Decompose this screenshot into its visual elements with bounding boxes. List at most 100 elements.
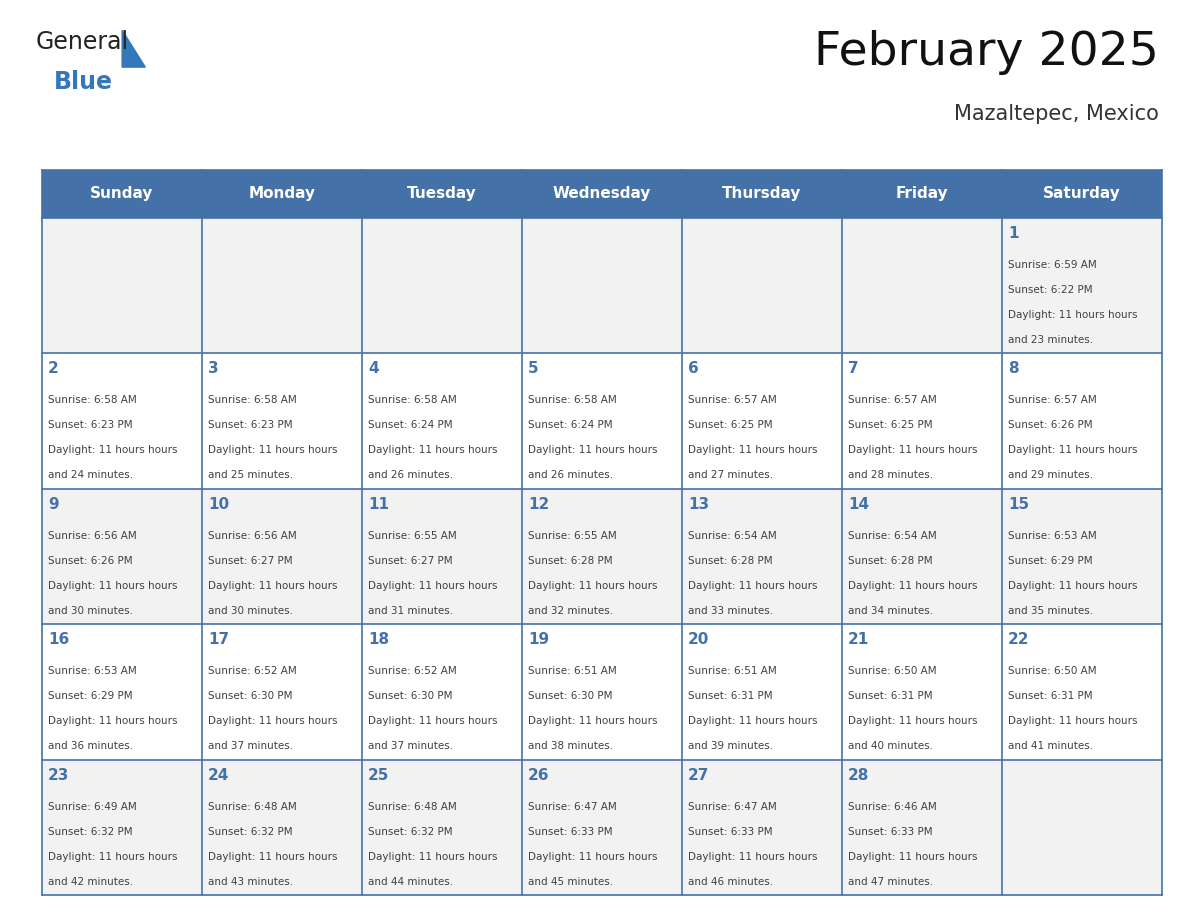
Text: and 35 minutes.: and 35 minutes. — [1009, 606, 1093, 616]
Text: Daylight: 11 hours hours: Daylight: 11 hours hours — [848, 716, 978, 726]
Text: and 25 minutes.: and 25 minutes. — [208, 470, 293, 480]
Text: 7: 7 — [848, 361, 859, 376]
Bar — [842, 218, 1001, 353]
Text: 26: 26 — [529, 767, 550, 783]
Text: Sunrise: 6:57 AM: Sunrise: 6:57 AM — [688, 395, 777, 405]
Bar — [202, 488, 361, 624]
Bar — [682, 218, 842, 353]
Text: Thursday: Thursday — [722, 186, 802, 201]
Text: 1: 1 — [1009, 226, 1019, 241]
Text: Daylight: 11 hours hours: Daylight: 11 hours hours — [529, 581, 658, 590]
Text: and 29 minutes.: and 29 minutes. — [1009, 470, 1093, 480]
Text: and 41 minutes.: and 41 minutes. — [1009, 741, 1093, 751]
Bar — [682, 488, 842, 624]
Text: Sunrise: 6:46 AM: Sunrise: 6:46 AM — [848, 801, 937, 812]
Text: Sunset: 6:30 PM: Sunset: 6:30 PM — [529, 691, 613, 701]
Text: 8: 8 — [1009, 361, 1019, 376]
Text: Daylight: 11 hours hours: Daylight: 11 hours hours — [208, 445, 337, 455]
Text: and 33 minutes.: and 33 minutes. — [688, 606, 773, 616]
Text: Sunrise: 6:49 AM: Sunrise: 6:49 AM — [48, 801, 137, 812]
Text: 3: 3 — [208, 361, 219, 376]
Text: Sunset: 6:22 PM: Sunset: 6:22 PM — [1009, 285, 1093, 295]
Text: Daylight: 11 hours hours: Daylight: 11 hours hours — [368, 852, 498, 862]
Text: Sunrise: 6:59 AM: Sunrise: 6:59 AM — [1009, 260, 1097, 270]
Text: Daylight: 11 hours hours: Daylight: 11 hours hours — [848, 445, 978, 455]
Bar — [1001, 170, 1162, 218]
Bar — [682, 759, 842, 895]
Text: Sunset: 6:31 PM: Sunset: 6:31 PM — [688, 691, 772, 701]
Text: Saturday: Saturday — [1043, 186, 1120, 201]
Bar — [42, 488, 202, 624]
Bar — [842, 353, 1001, 488]
Text: Sunset: 6:28 PM: Sunset: 6:28 PM — [529, 555, 613, 565]
Text: Daylight: 11 hours hours: Daylight: 11 hours hours — [1009, 716, 1138, 726]
Text: Sunset: 6:32 PM: Sunset: 6:32 PM — [208, 826, 292, 836]
Text: Sunrise: 6:52 AM: Sunrise: 6:52 AM — [208, 666, 297, 676]
Text: Daylight: 11 hours hours: Daylight: 11 hours hours — [48, 581, 177, 590]
Text: and 34 minutes.: and 34 minutes. — [848, 606, 934, 616]
Text: Daylight: 11 hours hours: Daylight: 11 hours hours — [688, 445, 817, 455]
Text: Daylight: 11 hours hours: Daylight: 11 hours hours — [208, 716, 337, 726]
Text: 15: 15 — [1009, 497, 1029, 511]
Text: Sunset: 6:26 PM: Sunset: 6:26 PM — [48, 555, 133, 565]
Text: and 45 minutes.: and 45 minutes. — [529, 877, 613, 887]
Bar — [1001, 488, 1162, 624]
Text: 25: 25 — [368, 767, 390, 783]
Text: Mazaltepec, Mexico: Mazaltepec, Mexico — [954, 104, 1158, 124]
Text: Friday: Friday — [896, 186, 948, 201]
Bar — [522, 624, 682, 759]
Text: Daylight: 11 hours hours: Daylight: 11 hours hours — [48, 445, 177, 455]
Text: Daylight: 11 hours hours: Daylight: 11 hours hours — [368, 716, 498, 726]
Text: Sunrise: 6:52 AM: Sunrise: 6:52 AM — [368, 666, 457, 676]
Text: Sunrise: 6:54 AM: Sunrise: 6:54 AM — [848, 531, 937, 541]
Bar — [361, 353, 522, 488]
Text: and 37 minutes.: and 37 minutes. — [368, 741, 453, 751]
Text: and 43 minutes.: and 43 minutes. — [208, 877, 293, 887]
Text: Sunset: 6:31 PM: Sunset: 6:31 PM — [848, 691, 933, 701]
Bar — [682, 624, 842, 759]
Text: Sunrise: 6:55 AM: Sunrise: 6:55 AM — [529, 531, 617, 541]
Text: Sunrise: 6:48 AM: Sunrise: 6:48 AM — [208, 801, 297, 812]
Text: 23: 23 — [48, 767, 69, 783]
Text: Sunrise: 6:53 AM: Sunrise: 6:53 AM — [1009, 531, 1097, 541]
Text: and 39 minutes.: and 39 minutes. — [688, 741, 773, 751]
Text: and 46 minutes.: and 46 minutes. — [688, 877, 773, 887]
Text: Daylight: 11 hours hours: Daylight: 11 hours hours — [688, 716, 817, 726]
Text: Sunset: 6:23 PM: Sunset: 6:23 PM — [208, 420, 292, 431]
Text: 19: 19 — [529, 633, 549, 647]
Bar — [42, 624, 202, 759]
Text: and 28 minutes.: and 28 minutes. — [848, 470, 934, 480]
Bar — [202, 759, 361, 895]
Text: Sunset: 6:24 PM: Sunset: 6:24 PM — [368, 420, 453, 431]
Text: Sunrise: 6:53 AM: Sunrise: 6:53 AM — [48, 666, 137, 676]
Text: Sunset: 6:27 PM: Sunset: 6:27 PM — [208, 555, 292, 565]
Text: and 30 minutes.: and 30 minutes. — [48, 606, 133, 616]
Text: General: General — [36, 30, 128, 54]
Bar — [42, 353, 202, 488]
Bar — [522, 759, 682, 895]
Text: Daylight: 11 hours hours: Daylight: 11 hours hours — [48, 852, 177, 862]
Text: 4: 4 — [368, 361, 379, 376]
Text: Sunrise: 6:51 AM: Sunrise: 6:51 AM — [688, 666, 777, 676]
Text: and 24 minutes.: and 24 minutes. — [48, 470, 133, 480]
Bar — [1001, 218, 1162, 353]
Text: 6: 6 — [688, 361, 699, 376]
Text: 24: 24 — [208, 767, 229, 783]
Text: Sunset: 6:33 PM: Sunset: 6:33 PM — [848, 826, 933, 836]
Text: Blue: Blue — [55, 70, 113, 94]
Text: Daylight: 11 hours hours: Daylight: 11 hours hours — [1009, 445, 1138, 455]
Text: Monday: Monday — [248, 186, 315, 201]
Text: Sunrise: 6:57 AM: Sunrise: 6:57 AM — [848, 395, 937, 405]
Text: Daylight: 11 hours hours: Daylight: 11 hours hours — [848, 852, 978, 862]
Text: Sunrise: 6:51 AM: Sunrise: 6:51 AM — [529, 666, 617, 676]
Text: Sunset: 6:30 PM: Sunset: 6:30 PM — [368, 691, 453, 701]
Text: Daylight: 11 hours hours: Daylight: 11 hours hours — [529, 852, 658, 862]
Text: Sunset: 6:23 PM: Sunset: 6:23 PM — [48, 420, 133, 431]
Bar — [522, 218, 682, 353]
Text: Daylight: 11 hours hours: Daylight: 11 hours hours — [848, 581, 978, 590]
Text: and 36 minutes.: and 36 minutes. — [48, 741, 133, 751]
Text: 5: 5 — [529, 361, 538, 376]
Bar — [202, 624, 361, 759]
Text: 28: 28 — [848, 767, 870, 783]
Text: Daylight: 11 hours hours: Daylight: 11 hours hours — [688, 852, 817, 862]
